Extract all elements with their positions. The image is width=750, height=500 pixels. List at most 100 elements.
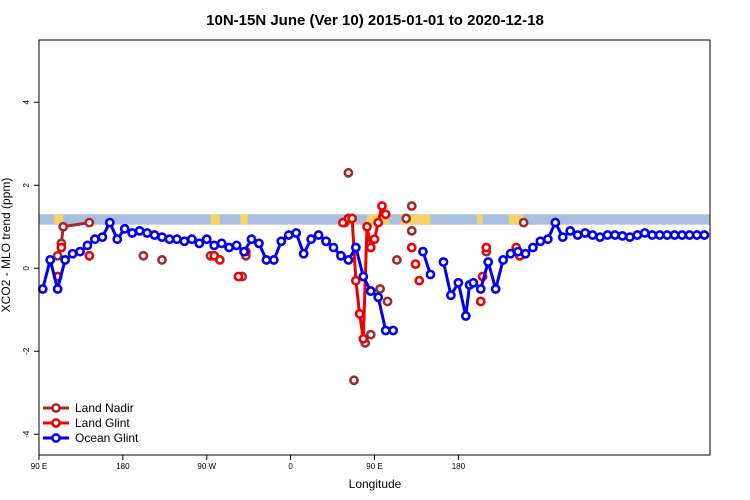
- ocean-glint-point: [358, 271, 369, 282]
- land-glint-point: [354, 308, 365, 319]
- ocean-glint-point: [75, 246, 85, 257]
- legend-marker-land-glint: [51, 418, 61, 428]
- ocean-glint-point: [475, 284, 486, 294]
- ocean-glint-point: [209, 240, 220, 251]
- land-glint-point: [414, 275, 425, 286]
- band-highlight: [210, 214, 220, 225]
- ocean-glint-point: [602, 230, 613, 240]
- ocean-glint-point: [684, 230, 695, 240]
- ocean-glint-point: [639, 228, 650, 238]
- ocean-glint-point: [699, 230, 710, 240]
- ocean-glint-point: [438, 257, 449, 267]
- band-highlight: [53, 214, 64, 225]
- land-glint-point: [358, 333, 369, 344]
- ocean-glint-point: [632, 230, 643, 240]
- ocean-glint-point: [336, 250, 346, 261]
- ocean-glint-point: [90, 234, 100, 245]
- land-glint-point: [362, 221, 372, 232]
- x-tick-label: 90 W: [197, 462, 216, 471]
- ocean-glint-point: [127, 228, 138, 238]
- land-glint-point: [406, 242, 417, 253]
- legend-marker-land-nadir: [51, 403, 61, 413]
- ocean-glint-point: [624, 232, 635, 243]
- ocean-glint-point: [535, 236, 546, 247]
- land-glint-point: [365, 242, 376, 253]
- ocean-glint-point: [321, 236, 331, 247]
- y-tick-label: 4: [22, 99, 31, 104]
- ocean-glint-point: [542, 234, 553, 245]
- ocean-glint-point: [239, 246, 249, 257]
- ocean-glint-point: [216, 238, 227, 249]
- land-glint-point: [410, 259, 421, 269]
- ocean-glint-point: [149, 230, 160, 240]
- land-glint-point: [56, 242, 67, 253]
- land-nadir-point: [138, 250, 149, 261]
- ocean-glint-point: [350, 242, 361, 253]
- ocean-glint-point: [194, 238, 205, 249]
- ocean-glint-point: [343, 255, 354, 265]
- land-nadir-point: [518, 217, 529, 228]
- ocean-glint-point: [134, 225, 145, 236]
- ocean-glint-point: [186, 234, 197, 245]
- land-nadir-point: [84, 217, 95, 228]
- ocean-glint-point: [565, 225, 576, 236]
- series-layer: [37, 167, 710, 386]
- land-nadir-point: [349, 375, 359, 386]
- ocean-glint-point: [483, 257, 494, 267]
- ocean-glint-point: [587, 230, 598, 240]
- ocean-glint-point: [595, 232, 605, 243]
- ocean-glint-point: [373, 292, 384, 303]
- land-nadir-point: [157, 255, 167, 265]
- ocean-glint-point: [67, 248, 78, 259]
- band-highlight: [400, 214, 431, 225]
- legend-label-ocean-glint: Ocean Glint: [75, 431, 139, 445]
- ocean-glint-point: [291, 228, 302, 238]
- ocean-glint-point: [520, 248, 531, 259]
- ocean-glint-point: [513, 246, 523, 257]
- land-nadir-point: [375, 284, 385, 294]
- ocean-glint-point: [313, 230, 324, 240]
- ocean-glint-point: [261, 255, 272, 265]
- land-glint-point: [84, 250, 95, 261]
- ocean-glint-point: [268, 255, 279, 265]
- ocean-glint-point: [365, 286, 376, 296]
- ocean-glint-point: [498, 255, 509, 265]
- legend-marker-ocean-glint: [51, 433, 61, 443]
- land-glint-point: [214, 255, 225, 265]
- legend-label-land-glint: Land Glint: [75, 416, 130, 430]
- ocean-glint-point: [380, 325, 391, 336]
- ocean-glint-point: [231, 240, 242, 251]
- chart-title: 10N-15N June (Ver 10) 2015-01-01 to 2020…: [206, 12, 544, 29]
- ocean-glint-point: [283, 230, 294, 240]
- x-tick-label: 180: [452, 462, 466, 471]
- ocean-glint-point: [528, 242, 538, 253]
- land-glint-point: [377, 201, 387, 211]
- ocean-glint-point: [446, 290, 456, 301]
- land-nadir-point: [365, 329, 376, 340]
- ocean-glint-point: [550, 217, 561, 228]
- ocean-glint-point: [142, 228, 153, 238]
- ocean-glint-point: [60, 255, 70, 265]
- y-tick-label: -2: [22, 347, 31, 355]
- ocean-glint-point: [97, 232, 108, 243]
- land-nadir-point: [401, 213, 412, 224]
- y-tick-label: 0: [22, 265, 31, 270]
- land-glint-point: [347, 213, 358, 224]
- y-tick-label: 2: [22, 182, 31, 187]
- ocean-glint-point: [572, 230, 583, 240]
- ocean-glint-point: [580, 228, 591, 238]
- x-tick-label: 180: [116, 462, 130, 471]
- ocean-glint-point: [52, 284, 63, 294]
- ocean-glint-point: [37, 284, 48, 294]
- ocean-glint-point: [112, 234, 123, 245]
- ocean-glint-point: [172, 234, 182, 245]
- ocean-glint-point: [453, 277, 464, 288]
- land-nadir-point: [382, 296, 393, 307]
- x-tick-label: 0: [288, 462, 293, 471]
- ocean-glint-point: [119, 223, 130, 234]
- ocean-glint-point: [468, 277, 479, 288]
- land-nadir-point: [406, 201, 417, 211]
- ocean-glint-point: [505, 248, 516, 259]
- y-tick-label: -4: [22, 430, 31, 438]
- land-nadir-point: [343, 167, 354, 178]
